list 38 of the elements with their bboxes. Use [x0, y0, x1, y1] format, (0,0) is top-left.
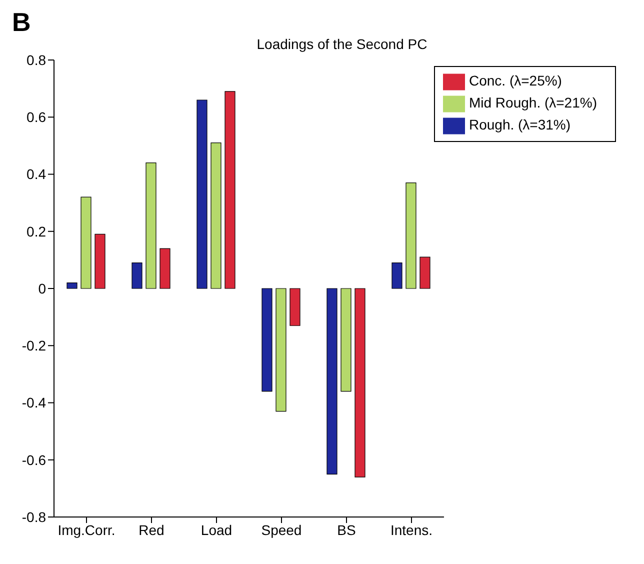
y-tick-label: 0	[38, 280, 46, 296]
legend-label: Rough. (λ=31%)	[468, 116, 571, 133]
y-tick-label: -0.8	[22, 508, 46, 525]
bar	[290, 288, 300, 326]
y-tick-label: 0.6	[26, 109, 46, 126]
bar	[354, 288, 366, 478]
x-tick-label: Load	[200, 522, 232, 538]
chart-title: Loadings of the Second PC	[256, 36, 428, 52]
x-tick-label: Speed	[261, 522, 302, 538]
y-tick-label: -0.4	[22, 394, 46, 411]
bar	[262, 288, 272, 392]
x-tick-label: BS	[337, 522, 356, 538]
bar	[340, 288, 352, 392]
bar	[196, 100, 208, 289]
y-tick-label: 0.4	[26, 166, 46, 182]
bar	[132, 262, 142, 289]
bar	[420, 256, 430, 289]
bar	[146, 162, 156, 289]
x-tick-label: Intens.	[390, 522, 432, 538]
x-tick-label: Img.Corr.	[58, 522, 116, 538]
bar	[406, 182, 416, 289]
y-tick-label: -0.6	[22, 452, 46, 468]
bar	[80, 196, 92, 289]
bar	[94, 234, 106, 289]
y-tick-label: 0.8	[26, 52, 46, 68]
bar	[326, 288, 338, 474]
bar	[160, 248, 170, 289]
legend-label: Mid Rough. (λ=21%)	[468, 94, 597, 111]
text: B	[11, 7, 32, 37]
y-tick-label: 0.2	[26, 223, 46, 240]
y-tick-label: -0.2	[22, 338, 46, 354]
bar	[276, 288, 286, 412]
bar	[210, 142, 222, 289]
legend-label: Conc. (λ=25%)	[468, 72, 562, 89]
x-tick-label: Red	[138, 522, 164, 538]
bar	[66, 282, 78, 289]
bar	[224, 91, 236, 289]
bar	[392, 262, 402, 289]
